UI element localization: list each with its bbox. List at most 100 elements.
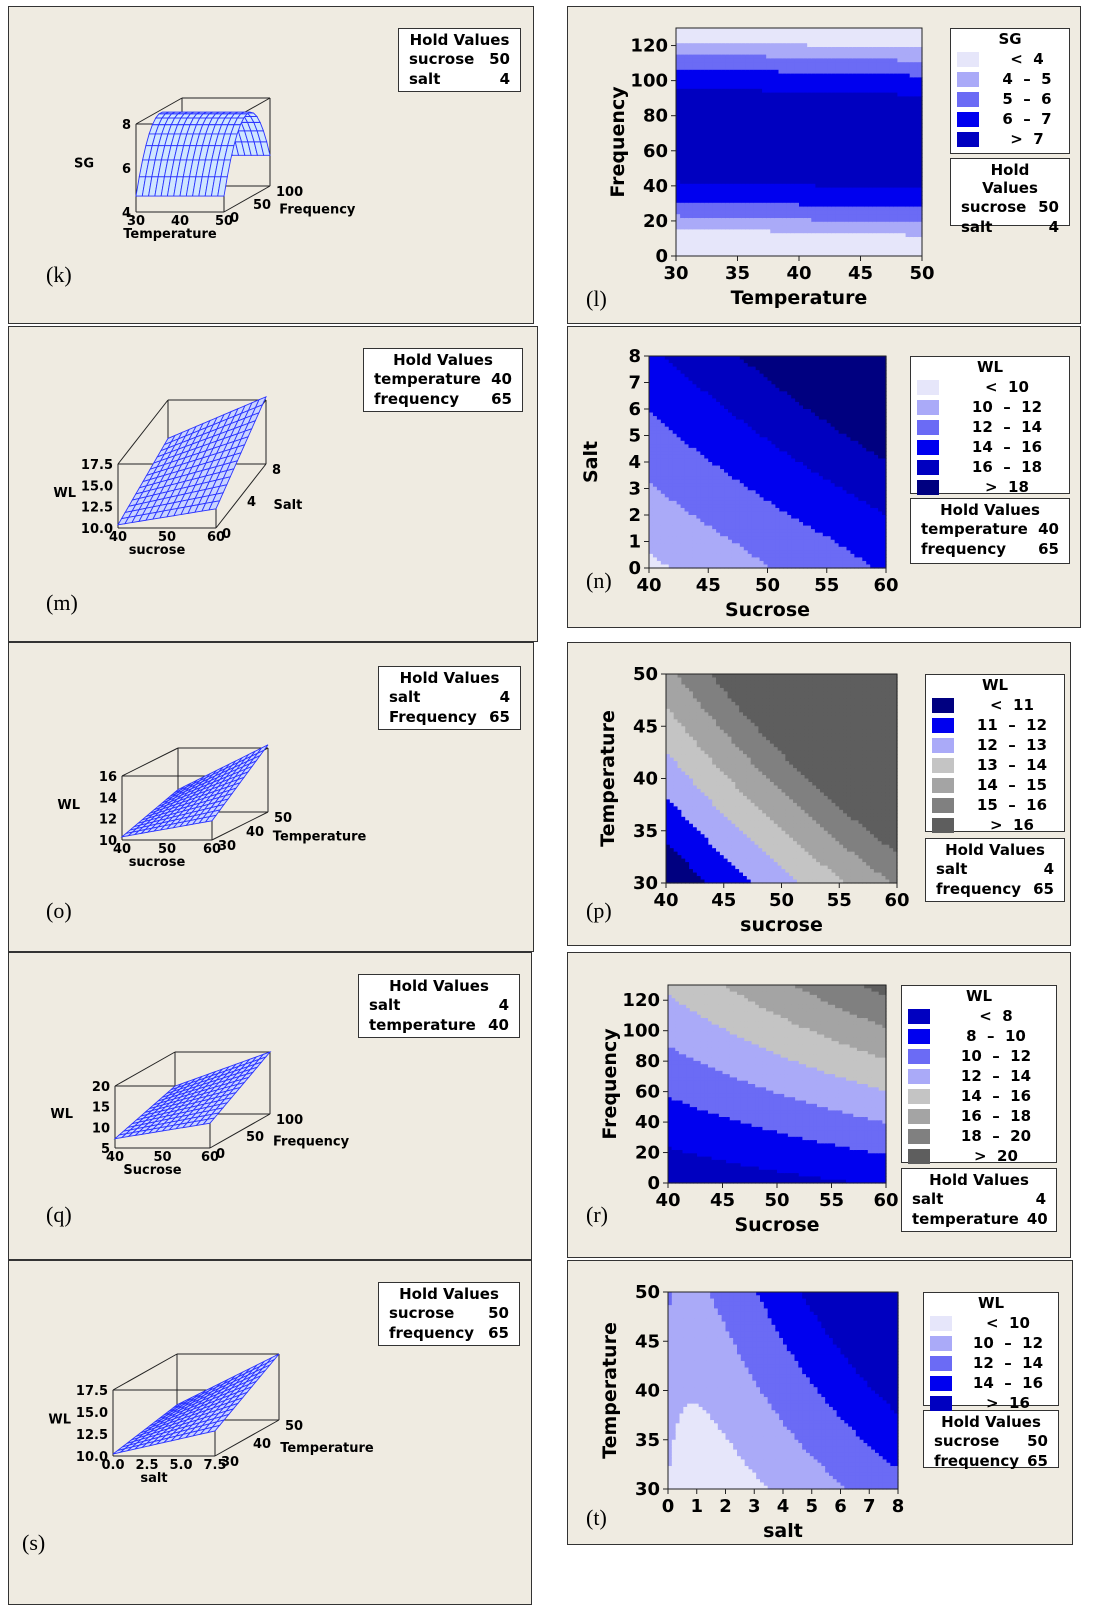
legend-swatch <box>932 737 954 753</box>
hold-values-title: Hold Values <box>945 841 1045 859</box>
hold-variable: salt <box>961 218 993 236</box>
legend-range-label: < 10 <box>985 378 1029 396</box>
hold-values-row: sucrose 50 <box>409 49 510 69</box>
legend-range-label: 10 – 12 <box>971 398 1043 416</box>
legend-title: WL <box>976 358 1004 376</box>
legend-entry: 10 – 12 <box>911 397 1069 417</box>
legend-range-label: 16 – 18 <box>971 458 1043 476</box>
hold-value: 4 <box>499 688 510 706</box>
legend-range-label: < 4 <box>1010 50 1044 68</box>
x-axis-label: salt <box>140 1471 167 1486</box>
hold-values-row: frequency 65 <box>936 879 1054 899</box>
legend-swatch <box>957 91 979 107</box>
legend-entry: 16 – 18 <box>911 457 1069 477</box>
legend-entry: 4 – 5 <box>951 69 1069 89</box>
hold-variable: salt <box>936 860 968 878</box>
y-tick-label: 50 <box>285 1419 303 1434</box>
hold-values-row: Frequency 65 <box>389 707 510 727</box>
z-tick-label: 15.0 <box>76 1406 108 1421</box>
legend-entry: < 10 <box>911 377 1069 397</box>
hold-value: 4 <box>1043 860 1054 878</box>
legend-entry: 11 – 12 <box>926 715 1064 735</box>
legend-n: WL < 10 10 – 12 12 – 14 14 – 16 16 – 18 > 18 <box>910 356 1070 497</box>
legend-entry: < 4 <box>951 49 1069 69</box>
legend-entry: 5 – 6 <box>951 89 1069 109</box>
hold-values-title: Hold Values <box>940 501 1040 519</box>
hold-values-row: temperature 40 <box>921 519 1059 539</box>
hold-value: 50 <box>489 50 510 68</box>
legend-entry: 6 – 7 <box>951 109 1069 129</box>
z-tick-label: 17.5 <box>76 1384 108 1399</box>
panel-label-m: (m) <box>46 590 78 615</box>
hold-variable: sucrose <box>961 198 1027 216</box>
hold-values-box-l: Hold Values sucrose 50 salt 4 <box>950 158 1070 236</box>
panel-label-n: (n) <box>586 568 612 593</box>
x-tick-label: 5.0 <box>169 1458 192 1473</box>
hold-values-title: Hold Values <box>399 669 500 687</box>
legend-p: WL < 11 11 – 12 12 – 13 13 – 14 14 – 15 15 – 1… <box>925 674 1065 834</box>
hold-values-row: frequency 65 <box>374 389 512 409</box>
y-axis-label: Temperature <box>280 1441 374 1456</box>
legend-entry: 12 – 13 <box>926 735 1064 755</box>
legend-swatch <box>917 399 939 415</box>
legend-range-label: > 7 <box>1010 130 1044 148</box>
hold-values-box-o: Hold Values salt 4 Frequency 65 <box>378 666 521 730</box>
hold-values-row: salt 4 <box>961 217 1059 237</box>
legend-entry: > 18 <box>911 477 1069 497</box>
hold-values-title: Hold Values <box>409 31 510 49</box>
legend-swatch <box>957 131 979 147</box>
hold-values-box-p: Hold Values salt 4 frequency 65 <box>925 838 1065 902</box>
legend-swatch <box>932 697 954 713</box>
hold-values-row: temperature 40 <box>374 369 512 389</box>
hold-variable: salt <box>409 70 441 88</box>
legend-entry: < 11 <box>926 695 1064 715</box>
hold-values-row: salt 4 <box>389 687 510 707</box>
hold-value: 65 <box>1038 540 1059 558</box>
legend-range-label: < 11 <box>990 696 1034 714</box>
hold-value: 50 <box>1038 198 1059 216</box>
hold-values-title: Hold Values <box>982 161 1038 197</box>
legend-swatch <box>932 717 954 733</box>
legend-swatch <box>917 379 939 395</box>
hold-values-row: salt 4 <box>936 859 1054 879</box>
legend-swatch <box>957 111 979 127</box>
legend-swatch <box>957 71 979 87</box>
legend-range-label: 14 – 16 <box>971 438 1043 456</box>
legend-swatch <box>917 419 939 435</box>
hold-values-box-n: Hold Values temperature 40 frequency 65 <box>910 498 1070 564</box>
hold-value: 4 <box>499 70 510 88</box>
legend-entry: 12 – 14 <box>911 417 1069 437</box>
hold-variable: frequency <box>936 880 1022 898</box>
hold-variable: temperature <box>374 370 481 388</box>
legend-range-label: > 18 <box>985 478 1029 496</box>
panel-label-o: (o) <box>46 898 72 923</box>
hold-values-box-m: Hold Values temperature 40 frequency 65 <box>363 348 523 412</box>
legend-swatch <box>917 479 939 495</box>
z-tick-label: 12.5 <box>76 1428 108 1443</box>
hold-variable: Frequency <box>389 708 477 726</box>
panel-label-p: (p) <box>586 898 612 923</box>
hold-variable: frequency <box>921 540 1007 558</box>
hold-variable: frequency <box>374 390 460 408</box>
hold-value: 4 <box>1048 218 1059 236</box>
z-tick-label: 10.0 <box>76 1450 108 1465</box>
hold-variable: sucrose <box>409 50 475 68</box>
hold-value: 40 <box>1038 520 1059 538</box>
hold-value: 65 <box>489 708 510 726</box>
hold-value: 65 <box>491 390 512 408</box>
legend-range-label: 4 – 5 <box>1002 70 1052 88</box>
legend-swatch <box>917 439 939 455</box>
legend-range-label: 12 – 14 <box>971 418 1043 436</box>
legend-entry: > 7 <box>951 129 1069 149</box>
panel-label-l: (l) <box>586 286 607 311</box>
y-tick-label: 40 <box>253 1437 271 1452</box>
hold-variable: temperature <box>921 520 1028 538</box>
hold-value: 40 <box>491 370 512 388</box>
legend-range-label: 5 – 6 <box>1002 90 1052 108</box>
legend-range-label: 6 – 7 <box>1002 110 1052 128</box>
panel-label-k: (k) <box>46 262 72 287</box>
hold-values-title: Hold Values <box>393 351 493 369</box>
legend-title: WL <box>981 676 1009 694</box>
hold-values-row: frequency 65 <box>921 539 1059 559</box>
